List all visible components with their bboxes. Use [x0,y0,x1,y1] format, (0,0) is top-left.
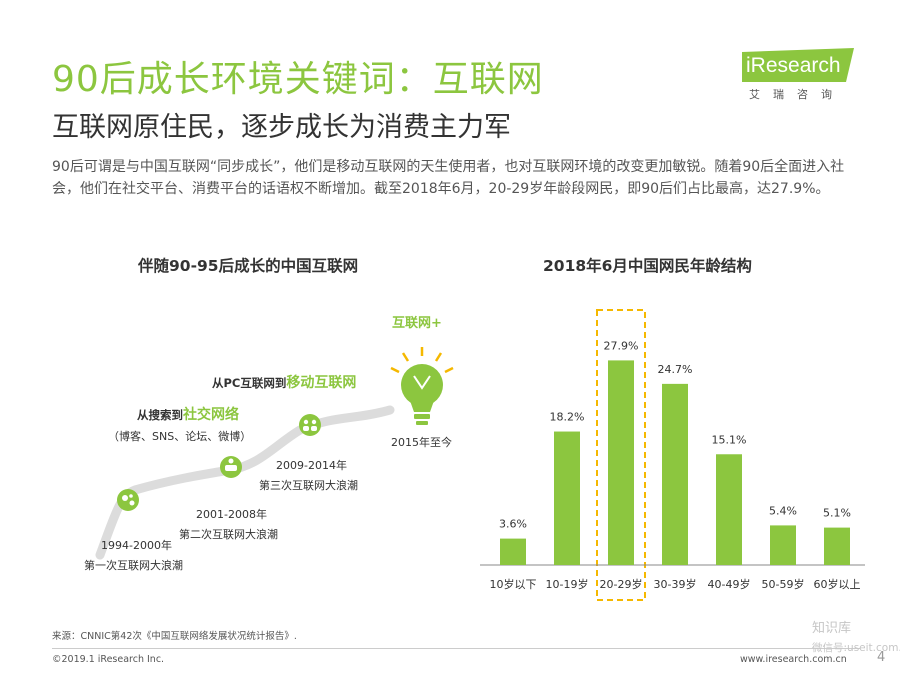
value-label-4: 15.1% [712,433,747,446]
footer-divider [52,648,860,649]
stage1-years: 1994-2000年 [101,539,172,552]
bar-4 [716,454,742,565]
category-label-4: 40-49岁 [708,577,751,591]
stage3-label: 第三次互联网大浪潮 [259,479,358,492]
page-number: 4 [877,650,886,665]
milestone-social-prefix: 从搜索到 [137,408,183,422]
milestone-mobile-accent: 移动互联网 [286,375,357,391]
website-link[interactable]: www.iresearch.com.cn [740,654,847,665]
highlight-box [596,309,646,601]
bar-chart-title: 2018年6月中国网民年龄结构 [543,257,752,275]
category-label-2: 20-29岁 [600,577,643,591]
logo-badge [742,48,854,82]
stage-icon-2 [220,456,242,478]
copyright: ©2019.1 iResearch Inc. [52,654,165,665]
stage1-label: 第一次互联网大浪潮 [84,559,183,572]
milestone-internet-plus: 互联网+ [392,316,442,331]
logo-cn: 艾瑞咨询 [749,88,845,101]
stage2-label: 第二次互联网大浪潮 [179,528,278,541]
bar-0 [500,538,526,565]
age-bar-chart: 3.6% 10岁以下 18.2% 10-19岁 27.9% 20-29岁 24.7% 30-3… [480,309,865,601]
value-label-0: 3.6% [499,518,527,531]
stage4-years: 2015年至今 [391,436,452,449]
milestone-mobile-prefix: 从PC互联网到 [212,376,287,390]
page-subtitle: 互联网原住民，逐步成长为消费主力军 [52,112,511,143]
value-label-2: 27.9% [604,339,639,352]
logo-text: iResearch [746,54,841,77]
category-label-6: 60岁以上 [814,577,861,591]
watermark: 知识库 [812,621,852,636]
stage2-years: 2001-2008年 [196,508,267,521]
milestone-mobile: 从PC互联网到移动互联网 [212,372,356,392]
milestone-social-accent: 社交网络 [183,407,239,423]
intro-paragraph: 90后可谓是与中国互联网“同步成长”，他们是移动互联网的天生使用者，也对互联网环… [52,159,845,197]
stage3-years: 2009-2014年 [276,459,347,472]
category-label-0: 10岁以下 [490,577,537,591]
iresearch-logo: iResearch 艾瑞咨询 [742,48,862,108]
value-label-6: 5.1% [823,507,851,520]
bar-2 [608,360,634,565]
milestone-social: 从搜索到社交网络 [137,404,239,424]
value-label-1: 18.2% [550,411,585,424]
bar-1 [554,431,580,565]
source-note: 来源：CNNIC第42次《中国互联网络发展状况统计报告》. [52,631,297,642]
watermark-id: 微信号:useit.com.cn [812,642,900,654]
stage-icon-3 [299,414,321,436]
value-label-5: 5.4% [769,504,797,517]
bar-3 [662,383,688,565]
category-label-5: 50-59岁 [762,577,805,591]
lightbulb-icon [390,347,454,425]
bar-6 [824,527,850,565]
timeline-heading: 伴随90-95后成长的中国互联网 [138,257,359,275]
timeline-illustration [95,347,454,560]
category-label-1: 10-19岁 [546,577,589,591]
value-label-3: 24.7% [658,363,693,376]
category-label-3: 30-39岁 [654,577,697,591]
bar-5 [770,525,796,565]
stage-icon-1 [117,489,139,511]
page-title: 90后成长环境关键词：互联网 [52,59,544,100]
milestone-social-sub: （博客、SNS、论坛、微博） [108,430,252,443]
